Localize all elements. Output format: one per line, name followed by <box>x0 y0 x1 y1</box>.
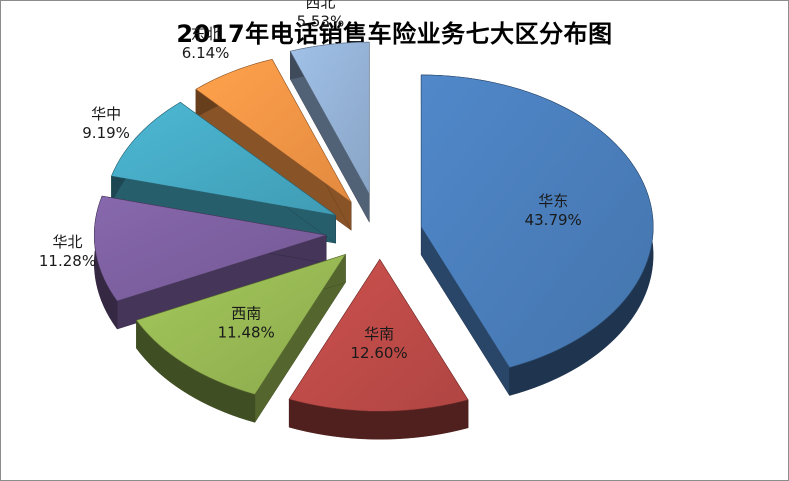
slice-label-value-4: 9.19% <box>82 124 130 142</box>
chart-title: 2017年电话销售车险业务七大区分布图 <box>176 20 613 48</box>
slice-label-value-0: 43.79% <box>525 211 582 229</box>
slice-label-name-3: 华北 <box>52 233 82 251</box>
slice-label-name-0: 华东 <box>538 192 568 210</box>
slice-label-value-1: 12.60% <box>350 344 407 362</box>
slice-6 <box>289 41 370 195</box>
slice-label-name-1: 华南 <box>364 325 394 343</box>
slice-label-name-5: 东北 <box>191 25 221 43</box>
slice-label-value-2: 11.48% <box>218 324 275 342</box>
slice-3 <box>93 195 327 302</box>
slice-1 <box>288 258 469 412</box>
slice-label-value-6: 5.53% <box>297 13 345 31</box>
slice-label-value-3: 11.28% <box>39 252 96 270</box>
slice-label-name-2: 西南 <box>231 305 261 323</box>
slice-label-name-6: 西北 <box>305 0 335 12</box>
slice-0 <box>420 74 654 368</box>
slice-2 <box>135 253 347 395</box>
slice-label-value-5: 6.14% <box>182 44 230 62</box>
slice-5 <box>195 58 352 203</box>
slice-label-name-4: 华中 <box>91 105 121 123</box>
slice-4 <box>111 101 336 216</box>
